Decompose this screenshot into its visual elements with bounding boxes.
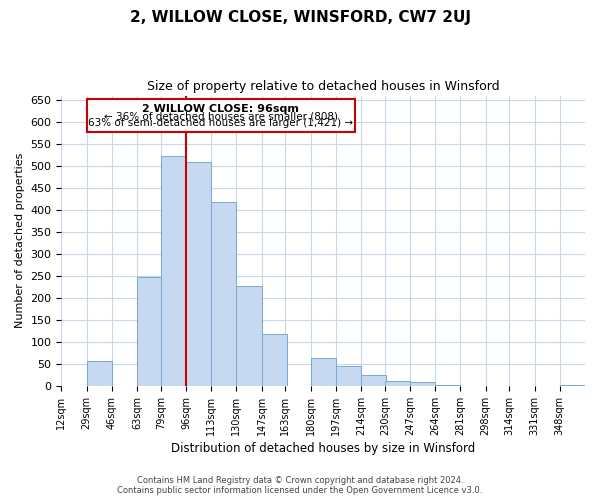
Bar (435, 385, 460, 386)
X-axis label: Distribution of detached houses by size in Winsford: Distribution of detached houses by size … (171, 442, 475, 455)
FancyBboxPatch shape (86, 99, 355, 132)
Bar (86, 361, 112, 386)
Bar (211, 202, 236, 386)
Bar (186, 162, 211, 386)
Text: 63% of semi-detached houses are larger (1,421) →: 63% of semi-detached houses are larger (… (88, 118, 353, 128)
Bar (262, 334, 287, 386)
Text: 2, WILLOW CLOSE, WINSFORD, CW7 2UJ: 2, WILLOW CLOSE, WINSFORD, CW7 2UJ (130, 10, 470, 25)
Y-axis label: Number of detached properties: Number of detached properties (15, 153, 25, 328)
Bar (385, 380, 410, 386)
Title: Size of property relative to detached houses in Winsford: Size of property relative to detached ho… (147, 80, 500, 93)
Text: ← 36% of detached houses are smaller (808): ← 36% of detached houses are smaller (80… (104, 112, 338, 122)
Bar (560, 385, 585, 386)
Bar (410, 382, 435, 386)
Bar (161, 156, 186, 386)
Text: Contains HM Land Registry data © Crown copyright and database right 2024.
Contai: Contains HM Land Registry data © Crown c… (118, 476, 482, 495)
Bar (236, 286, 262, 386)
Bar (311, 358, 336, 386)
Text: 2 WILLOW CLOSE: 96sqm: 2 WILLOW CLOSE: 96sqm (142, 104, 299, 115)
Bar (361, 375, 386, 386)
Bar (137, 277, 162, 386)
Bar (336, 366, 361, 386)
